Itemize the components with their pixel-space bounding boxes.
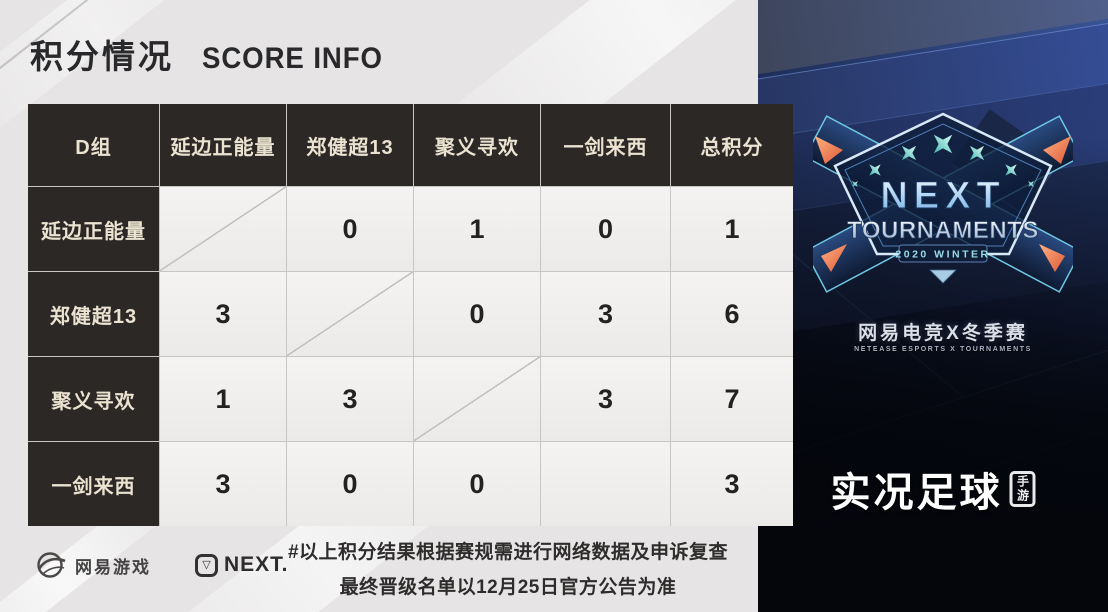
total-score-cell: 3 xyxy=(671,442,793,526)
game-branding: 实况足球 手游 xyxy=(831,460,1036,518)
footer-logos: 网易游戏 ▽ NEXT. xyxy=(34,548,289,582)
tournament-emblem-icon: NEXT TOURNAMENTS 2020 WINTER xyxy=(804,112,1082,293)
score-cell: 3 xyxy=(160,442,286,526)
total-score-cell: 7 xyxy=(671,357,793,441)
logo-brand-text: NEXT xyxy=(880,175,1005,217)
column-header: 延边正能量 xyxy=(160,104,286,186)
column-header: 聚义寻欢 xyxy=(414,104,540,186)
mobile-game-badge: 手游 xyxy=(1009,471,1036,507)
netease-games-label: 网易游戏 xyxy=(75,557,151,577)
logo-wordmark-text: TOURNAMENTS xyxy=(847,217,1039,244)
score-table: D组 延边正能量 郑健超13 聚义寻欢 一剑来西 总积分 延边正能量 0 1 0… xyxy=(28,104,793,526)
score-cell: 0 xyxy=(287,187,413,271)
netease-globe-icon xyxy=(37,552,66,578)
score-cell: 3 xyxy=(541,272,670,356)
game-title: 实况足球 xyxy=(830,471,1003,515)
star-row-icon xyxy=(852,134,1034,187)
footer-note-line2: 最终晋级名单以12月25日官方公告为准 xyxy=(339,577,677,598)
score-cell: 0 xyxy=(541,187,670,271)
score-cell: 0 xyxy=(414,442,540,526)
score-cell: 3 xyxy=(287,357,413,441)
score-cell: 3 xyxy=(541,357,670,441)
column-header: 郑健超13 xyxy=(287,104,413,186)
self-match-cell xyxy=(414,357,540,441)
self-match-cell xyxy=(160,187,286,271)
score-cell: 0 xyxy=(287,442,413,526)
score-cell: 1 xyxy=(160,357,286,441)
wing-orange-tips-icon xyxy=(815,136,1071,272)
page-title-cn: 积分情况 xyxy=(30,38,174,75)
team-row-header: 一剑来西 xyxy=(28,442,159,526)
next-label: NEXT. xyxy=(224,553,289,576)
next-v-icon: ▽ xyxy=(195,553,218,577)
self-match-cell-blank xyxy=(541,442,670,526)
footer-note: #以上积分结果根据赛规需进行网络数据及申诉复查 最终晋级名单以12月25日官方公… xyxy=(268,537,748,599)
event-subtitle-en: NETEASE ESPORTS X TOURNAMENTS xyxy=(854,346,1032,353)
event-subtitle-cn: 网易电竞X冬季赛 xyxy=(858,323,1028,344)
footer-note-line1: #以上积分结果根据赛规需进行网络数据及申诉复查 xyxy=(287,542,729,563)
team-row-header: 郑健超13 xyxy=(28,272,159,356)
total-score-cell: 1 xyxy=(671,187,793,271)
self-match-cell xyxy=(287,272,413,356)
score-cell: 1 xyxy=(414,187,540,271)
netease-games-logo: 网易游戏 xyxy=(34,548,151,582)
score-cell: 0 xyxy=(414,272,540,356)
team-row-header: 延边正能量 xyxy=(28,187,159,271)
total-score-cell: 6 xyxy=(671,272,793,356)
panel-darken-overlay xyxy=(758,0,1108,612)
next-tournaments-logo: NEXT TOURNAMENTS 2020 WINTER xyxy=(804,104,1082,309)
team-row-header: 聚义寻欢 xyxy=(28,357,159,441)
chevron-down-icon xyxy=(929,269,957,284)
group-label-cell: D组 xyxy=(28,104,159,186)
season-plate xyxy=(898,244,988,263)
dark-background-panel: NEXT TOURNAMENTS 2020 WINTER 网易电竞X冬季赛 NE… xyxy=(758,0,1108,612)
page-title-en: SCORE INFO xyxy=(202,42,383,75)
logo-season-text: 2020 WINTER xyxy=(895,249,990,261)
column-header: 一剑来西 xyxy=(541,104,670,186)
score-cell: 3 xyxy=(160,272,286,356)
page-title: 积分情况 SCORE INFO xyxy=(30,30,399,78)
column-header: 总积分 xyxy=(671,104,793,186)
next-logo: ▽ NEXT. xyxy=(195,553,289,577)
